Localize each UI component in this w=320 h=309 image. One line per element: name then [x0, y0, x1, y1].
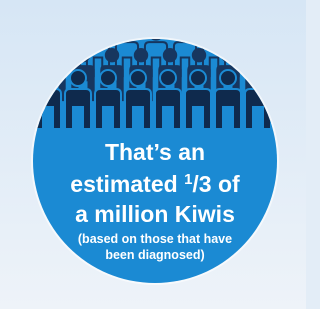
- person-shape: [163, 48, 177, 62]
- note-line: been diagnosed): [105, 248, 204, 262]
- fraction-rest: /3: [192, 171, 211, 197]
- fraction-numerator: 1: [184, 171, 192, 188]
- infographic: That’s an estimated 1/3 of a million Kiw…: [0, 0, 306, 309]
- headline-line: That’s an: [105, 139, 205, 165]
- person-shape: [70, 70, 86, 86]
- headline-line: a million Kiwis: [75, 201, 235, 227]
- headline-word: estimated: [70, 171, 177, 197]
- person-shape: [192, 48, 206, 62]
- headline-word: of: [218, 171, 240, 197]
- person-shape: [130, 70, 146, 86]
- person-shape: [100, 70, 116, 86]
- person-shape: [105, 48, 119, 62]
- note-line: (based on those that have: [78, 232, 232, 246]
- headline-line: estimated 1/3 of: [70, 171, 240, 197]
- page: That’s an estimated 1/3 of a million Kiw…: [0, 0, 306, 309]
- person-shape: [190, 70, 206, 86]
- person-shape: [134, 48, 148, 62]
- person-shape: [220, 70, 236, 86]
- person-shape: [160, 70, 176, 86]
